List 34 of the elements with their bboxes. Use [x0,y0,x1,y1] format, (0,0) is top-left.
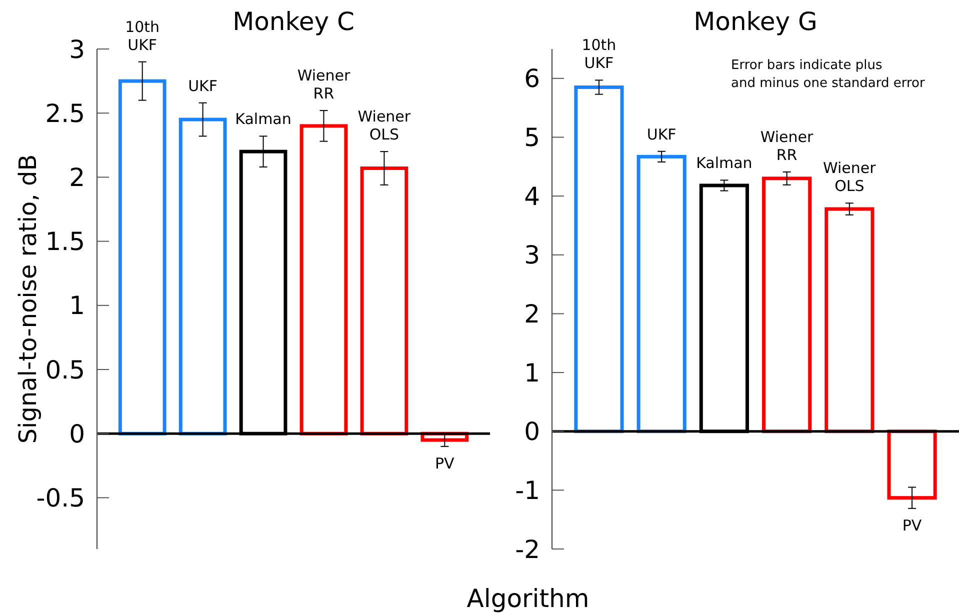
x-tick-label: 10th UKF [125,18,160,54]
x-tick-label: PV [902,516,922,534]
y-axis-title: Signal-to-noise ratio, dB [14,154,42,444]
y-tick-label: 2.5 [45,98,85,128]
y-tick-label: 0 [524,417,540,446]
y-tick-label: 3 [69,34,85,64]
y-tick-label: 1.5 [45,227,85,256]
y-tick-label: 5 [524,122,540,152]
x-tick-label: Wiener OLS [823,159,877,196]
x-tick-label: Kalman [696,154,752,172]
x-axis-title: Algorithm [466,584,590,613]
y-tick-label: 4 [524,182,540,211]
x-tick-label: PV [435,454,456,472]
y-tick-label: 2 [69,162,85,192]
y-tick-label: 1 [524,358,540,388]
x-tick-label: 10th UKF [582,36,616,72]
annotation: Error bars indicate plus and minus one standard error [731,58,926,91]
y-tick-label: -1 [515,476,540,505]
chart-title: Monkey G [694,7,818,36]
y-tick-label: 0.5 [45,355,85,384]
x-tick-label: Wiener RR [760,128,814,164]
x-tick-label: Wiener OLS [358,108,412,144]
y-tick-label: 6 [524,64,540,94]
x-tick-label: Wiener RR [297,66,351,103]
y-tick-label: -0.5 [36,483,85,512]
y-tick-label: 2 [524,299,540,328]
y-tick-label: 0 [69,419,85,448]
y-tick-label: 1 [69,291,85,320]
x-tick-label: Kalman [235,110,292,128]
chart-title: Monkey C [232,7,354,36]
x-tick-label: UKF [646,125,676,144]
y-tick-label: -2 [515,534,540,564]
x-tick-label: UKF [188,76,218,95]
y-tick-label: 3 [524,240,540,270]
